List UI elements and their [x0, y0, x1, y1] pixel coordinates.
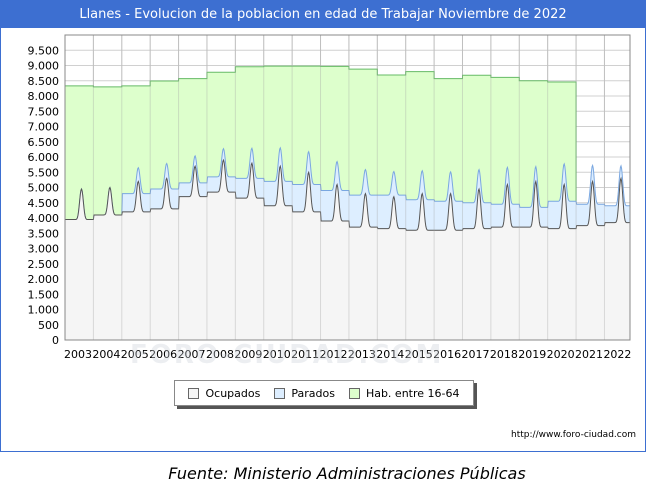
y-tick-label: 7.000	[28, 121, 60, 134]
y-tick-label: 500	[38, 319, 59, 332]
y-tick-label: 1.500	[28, 288, 60, 301]
x-tick-label: 2005	[121, 348, 149, 361]
source-caption: Fuente: Ministerio Administraciones Públ…	[168, 464, 526, 483]
watermark-text: FORO-CIUDAD.COM	[130, 340, 444, 370]
ocupados-line	[65, 158, 630, 231]
y-tick-label: 8.500	[28, 75, 60, 88]
legend-swatch-parados	[274, 387, 286, 399]
y-tick-label: 1.000	[28, 304, 60, 317]
y-tick-label: 9.500	[28, 44, 60, 57]
legend-label-ocupados: Ocupados	[205, 386, 261, 400]
x-tick-label: 2007	[178, 348, 206, 361]
x-tick-label: 2009	[234, 348, 262, 361]
y-tick-label: 8.000	[28, 90, 60, 103]
x-tick-label: 2018	[490, 348, 518, 361]
x-tick-label: 2008	[206, 348, 234, 361]
chart-title: Llanes - Evolucion de la poblacion en ed…	[1, 1, 645, 28]
y-tick-label: 9.000	[28, 60, 60, 73]
plot-border	[64, 34, 631, 341]
y-tick-label: 3.500	[28, 227, 60, 240]
legend-swatch-hab	[348, 387, 360, 399]
x-tick-label: 2016	[433, 348, 461, 361]
x-tick-label: 2011	[291, 348, 319, 361]
x-tick-label: 2017	[461, 348, 489, 361]
legend-label-hab: Hab. entre 16-64	[365, 386, 460, 400]
legend-item-ocupados: Ocupados	[188, 387, 260, 400]
x-tick-label: 2015	[405, 348, 433, 361]
legend-item-hab: Hab. entre 16-64	[348, 386, 460, 400]
x-tick-label: 2004	[92, 348, 120, 361]
y-tick-label: 7.500	[28, 105, 60, 118]
y-tick-label: 4.500	[28, 197, 60, 210]
x-tick-label: 2014	[376, 348, 404, 361]
y-tick-label: 2.500	[28, 258, 60, 271]
x-tick-label: 2021	[575, 348, 603, 361]
y-tick-label: 6.000	[28, 151, 60, 164]
x-tick-label: 2020	[547, 348, 575, 361]
series-areas	[64, 34, 631, 341]
y-tick-label: 5.000	[28, 182, 60, 195]
x-tick-label: 2006	[149, 348, 177, 361]
x-tick-label: 2012	[320, 348, 348, 361]
x-tick-label: 2019	[518, 348, 546, 361]
y-tick-label: 6.500	[28, 136, 60, 149]
legend: Ocupados Parados Hab. entre 16-64	[174, 380, 474, 406]
x-tick-label: 2022	[603, 348, 631, 361]
y-tick-label: 3.000	[28, 243, 60, 256]
y-tick-label: 0	[52, 334, 59, 347]
y-tick-label: 2.000	[28, 273, 60, 286]
source-url[interactable]: http://www.foro-ciudad.com	[511, 430, 636, 440]
parados-line	[65, 146, 630, 221]
ocupados-area	[65, 160, 630, 340]
legend-label-parados: Parados	[291, 386, 335, 400]
x-tick-label: 2003	[64, 348, 92, 361]
chart-svg: 0 500 1.000 1.500 2.000 2.500 3.000 3.500 4.000 4…	[28, 34, 632, 361]
x-tick-label: 2010	[263, 348, 291, 361]
legend-item-parados: Parados	[274, 387, 335, 400]
x-tick-label: 2013	[348, 348, 376, 361]
legend-swatch-ocupados	[188, 387, 200, 399]
y-tick-label: 5.500	[28, 166, 60, 179]
axis-labels: 0 500 1.000 1.500 2.000 2.500 3.000 3.500 4.000 4…	[28, 44, 632, 361]
y-tick-label: 4.000	[28, 212, 60, 225]
